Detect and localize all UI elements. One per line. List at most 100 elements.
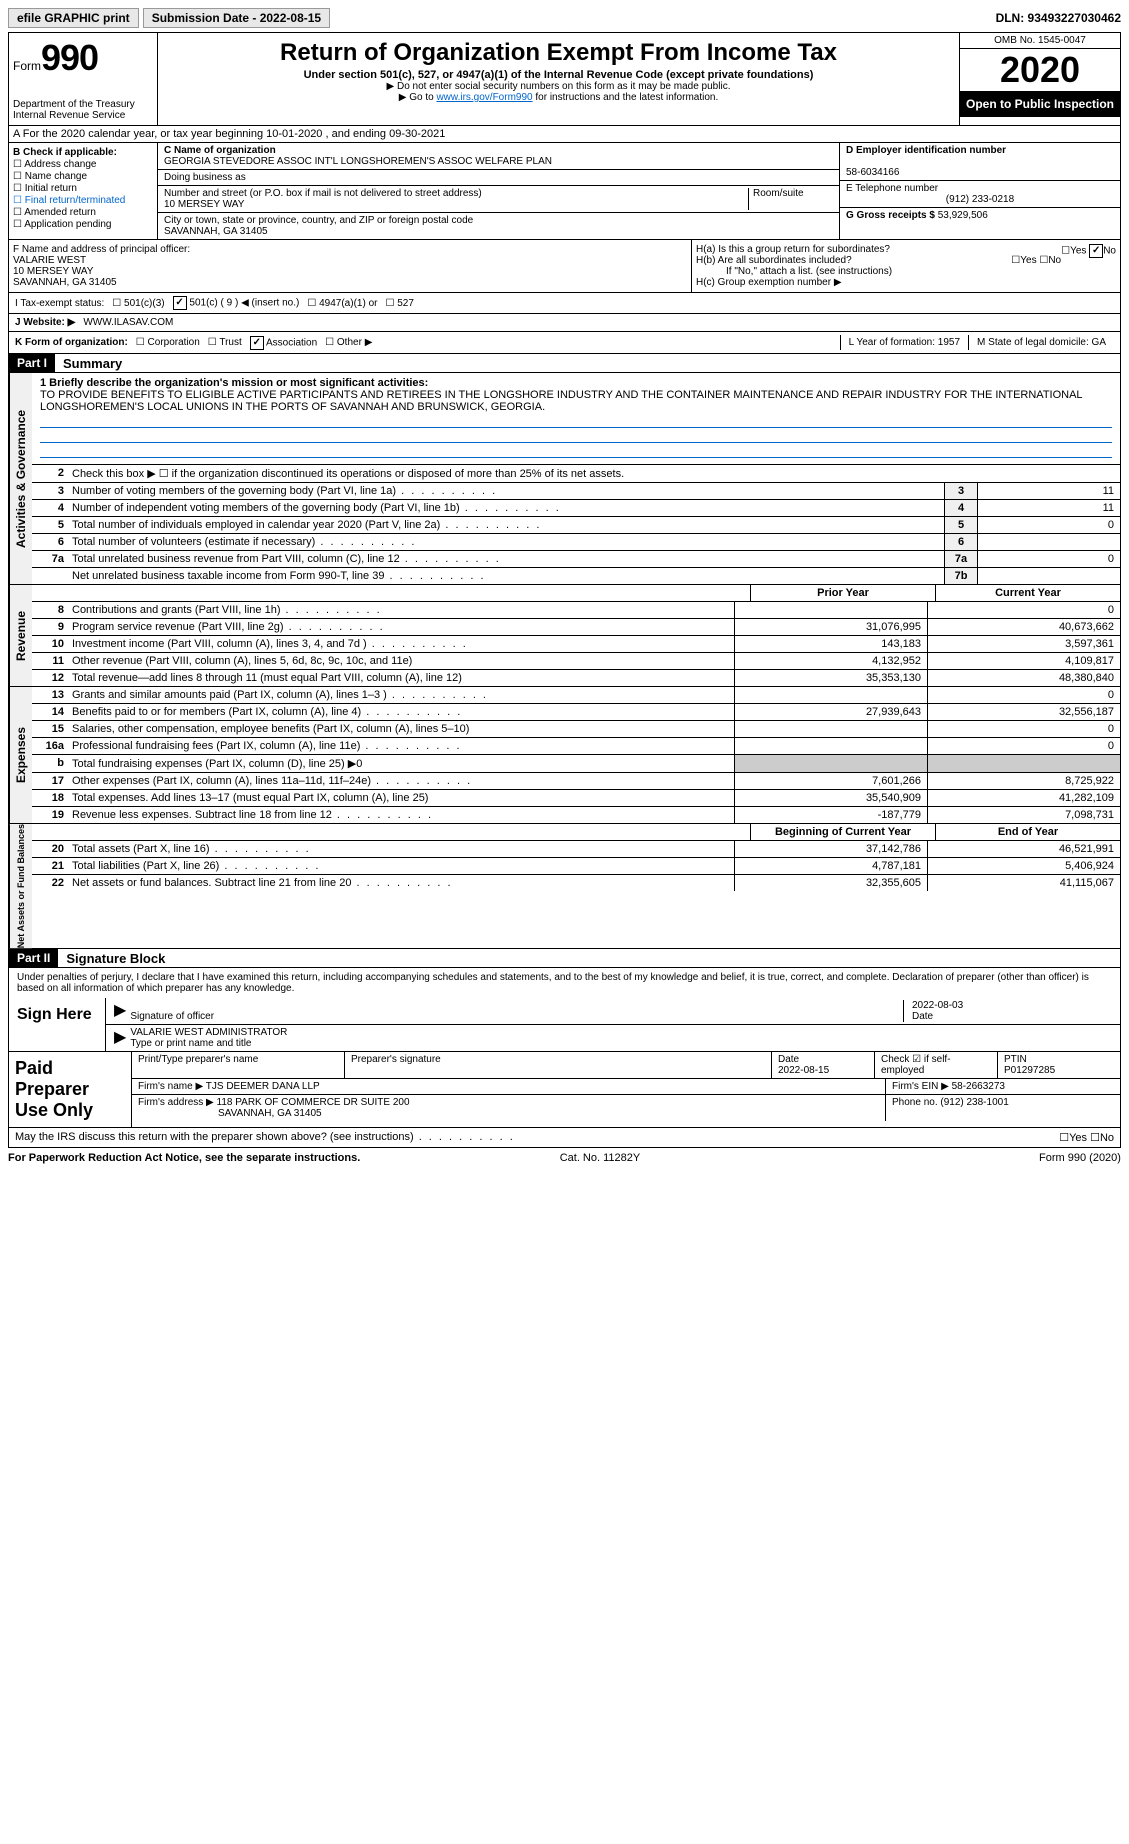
gross-value: 53,929,506: [938, 210, 988, 221]
row-j: J Website: ▶ WWW.ILASAV.COM: [8, 314, 1121, 332]
part1-header: Part I Summary: [8, 354, 1121, 373]
prep-name-label: Print/Type preparer's name: [132, 1052, 345, 1078]
omb-number: OMB No. 1545-0047: [960, 33, 1120, 49]
opt-501c9: 501(c) ( 9 ) ◀ (insert no.): [189, 298, 299, 309]
line4: Number of independent voting members of …: [68, 500, 944, 516]
officer-label: F Name and address of principal officer:: [13, 244, 190, 255]
prior-year-hdr: Prior Year: [750, 585, 935, 601]
form-subtitle: Under section 501(c), 527, or 4947(a)(1)…: [164, 69, 953, 81]
val6: [977, 534, 1120, 550]
header-grid: B Check if applicable: ☐ Address change …: [8, 143, 1121, 240]
line2: Check this box ▶ ☐ if the organization d…: [68, 465, 1120, 482]
val7a: 0: [977, 551, 1120, 567]
chk-address[interactable]: ☐ Address change: [13, 159, 153, 170]
row-a: A For the 2020 calendar year, or tax yea…: [8, 126, 1121, 143]
part1-badge: Part I: [9, 354, 55, 372]
page-footer: For Paperwork Reduction Act Notice, see …: [8, 1148, 1121, 1168]
firm-addr: Firm's address ▶ 118 PARK OF COMMERCE DR…: [138, 1097, 410, 1108]
part2-badge: Part II: [9, 949, 58, 967]
ptin: P01297285: [1004, 1065, 1055, 1076]
ein-value: 58-6034166: [846, 167, 899, 178]
val7b: [977, 568, 1120, 584]
room-label: Room/suite: [748, 188, 833, 210]
dba-label: Doing business as: [164, 172, 246, 183]
opt-501c9-check[interactable]: [173, 296, 187, 310]
dln-label: DLN: 93493227030462: [996, 11, 1121, 25]
firm-name: Firm's name ▶ TJS DEEMER DANA LLP: [132, 1079, 886, 1094]
ha-label: H(a) Is this a group return for subordin…: [696, 244, 890, 255]
form-org-label: K Form of organization:: [15, 337, 128, 348]
declaration-text: Under penalties of perjury, I declare th…: [9, 968, 1120, 998]
part2-header: Part II Signature Block: [8, 949, 1121, 968]
sig-name: VALARIE WEST ADMINISTRATOR: [130, 1027, 287, 1038]
dept-label: Department of the Treasury Internal Reve…: [13, 99, 153, 121]
end-year-hdr: End of Year: [935, 824, 1120, 840]
phone-value: (912) 233-0218: [846, 194, 1114, 205]
section-b-header: B Check if applicable:: [13, 147, 153, 158]
net-assets-section: Net Assets or Fund Balances Beginning of…: [8, 824, 1121, 949]
form-number: 990: [41, 37, 98, 78]
irs-link[interactable]: www.irs.gov/Form990: [436, 92, 532, 103]
preparer-label: Paid Preparer Use Only: [9, 1052, 132, 1127]
line3: Number of voting members of the governin…: [68, 483, 944, 499]
form-footer: Form 990 (2020): [1039, 1152, 1121, 1164]
firm-ein: Firm's EIN ▶ 58-2663273: [886, 1079, 1120, 1094]
expenses-section: Expenses 13Grants and similar amounts pa…: [8, 687, 1121, 824]
officer-name: VALARIE WEST: [13, 255, 86, 266]
website-label: J Website: ▶: [15, 317, 75, 328]
city-label: City or town, state or province, country…: [164, 215, 473, 226]
chk-final[interactable]: ☐ Final return/terminated: [13, 195, 153, 206]
gross-label: G Gross receipts $: [846, 210, 935, 221]
net-assets-tab: Net Assets or Fund Balances: [9, 824, 32, 948]
form-word: Form: [13, 59, 41, 73]
ssn-note: ▶ Do not enter social security numbers o…: [164, 81, 953, 92]
sig-date: 2022-08-03: [912, 1000, 963, 1011]
opt-527[interactable]: 527: [397, 298, 414, 309]
prep-sig-label: Preparer's signature: [345, 1052, 772, 1078]
val5: 0: [977, 517, 1120, 533]
val4: 11: [977, 500, 1120, 516]
open-inspection: Open to Public Inspection: [960, 91, 1120, 117]
curr-year-hdr: Current Year: [935, 585, 1120, 601]
tax-year-range: A For the 2020 calendar year, or tax yea…: [13, 128, 445, 140]
part1-title: Summary: [55, 356, 122, 371]
line5: Total number of individuals employed in …: [68, 517, 944, 533]
begin-year-hdr: Beginning of Current Year: [750, 824, 935, 840]
tax-status-label: I Tax-exempt status:: [15, 298, 104, 309]
form-header: Form990 Department of the Treasury Inter…: [8, 32, 1121, 126]
mission-text: TO PROVIDE BENEFITS TO ELIGIBLE ACTIVE P…: [40, 389, 1112, 413]
sig-officer-label: Signature of officer: [130, 1011, 214, 1022]
website-value: WWW.ILASAV.COM: [83, 317, 173, 328]
tax-year: 2020: [960, 49, 1120, 91]
ein-label: D Employer identification number: [846, 145, 1006, 156]
opt-4947[interactable]: 4947(a)(1) or: [319, 298, 377, 309]
submission-date: Submission Date - 2022-08-15: [143, 8, 330, 28]
chk-amended[interactable]: ☐ Amended return: [13, 207, 153, 218]
cat-no: Cat. No. 11282Y: [560, 1152, 641, 1164]
revenue-tab: Revenue: [9, 585, 32, 686]
hb-label: H(b) Are all subordinates included?: [696, 255, 852, 266]
city-value: SAVANNAH, GA 31405: [164, 226, 268, 237]
paperwork-notice: For Paperwork Reduction Act Notice, see …: [8, 1152, 360, 1164]
signature-block: Under penalties of perjury, I declare th…: [8, 968, 1121, 1052]
chk-initial[interactable]: ☐ Initial return: [13, 183, 153, 194]
hc-label: H(c) Group exemption number ▶: [696, 277, 1116, 288]
chk-pending[interactable]: ☐ Application pending: [13, 219, 153, 230]
assoc-check[interactable]: [250, 336, 264, 350]
discuss-label: May the IRS discuss this return with the…: [15, 1131, 515, 1144]
addr-label: Number and street (or P.O. box if mail i…: [164, 188, 482, 199]
state-domicile: M State of legal domicile: GA: [968, 335, 1114, 350]
efile-label: efile GRAPHIC print: [8, 8, 139, 28]
mission-label: 1 Briefly describe the organization's mi…: [40, 377, 1112, 389]
chk-name[interactable]: ☐ Name change: [13, 171, 153, 182]
top-bar: efile GRAPHIC print Submission Date - 20…: [8, 8, 1121, 28]
org-name-label: C Name of organization: [164, 145, 276, 156]
opt-501c3[interactable]: 501(c)(3): [124, 298, 165, 309]
prep-date: 2022-08-15: [778, 1065, 829, 1076]
hb-note: If "No," attach a list. (see instruction…: [696, 266, 1116, 277]
firm-phone: Phone no. (912) 238-1001: [886, 1095, 1120, 1121]
governance-section: Activities & Governance 1 Briefly descri…: [8, 373, 1121, 585]
officer-addr2: SAVANNAH, GA 31405: [13, 277, 117, 288]
ha-no-check[interactable]: [1089, 244, 1103, 258]
expenses-tab: Expenses: [9, 687, 32, 823]
